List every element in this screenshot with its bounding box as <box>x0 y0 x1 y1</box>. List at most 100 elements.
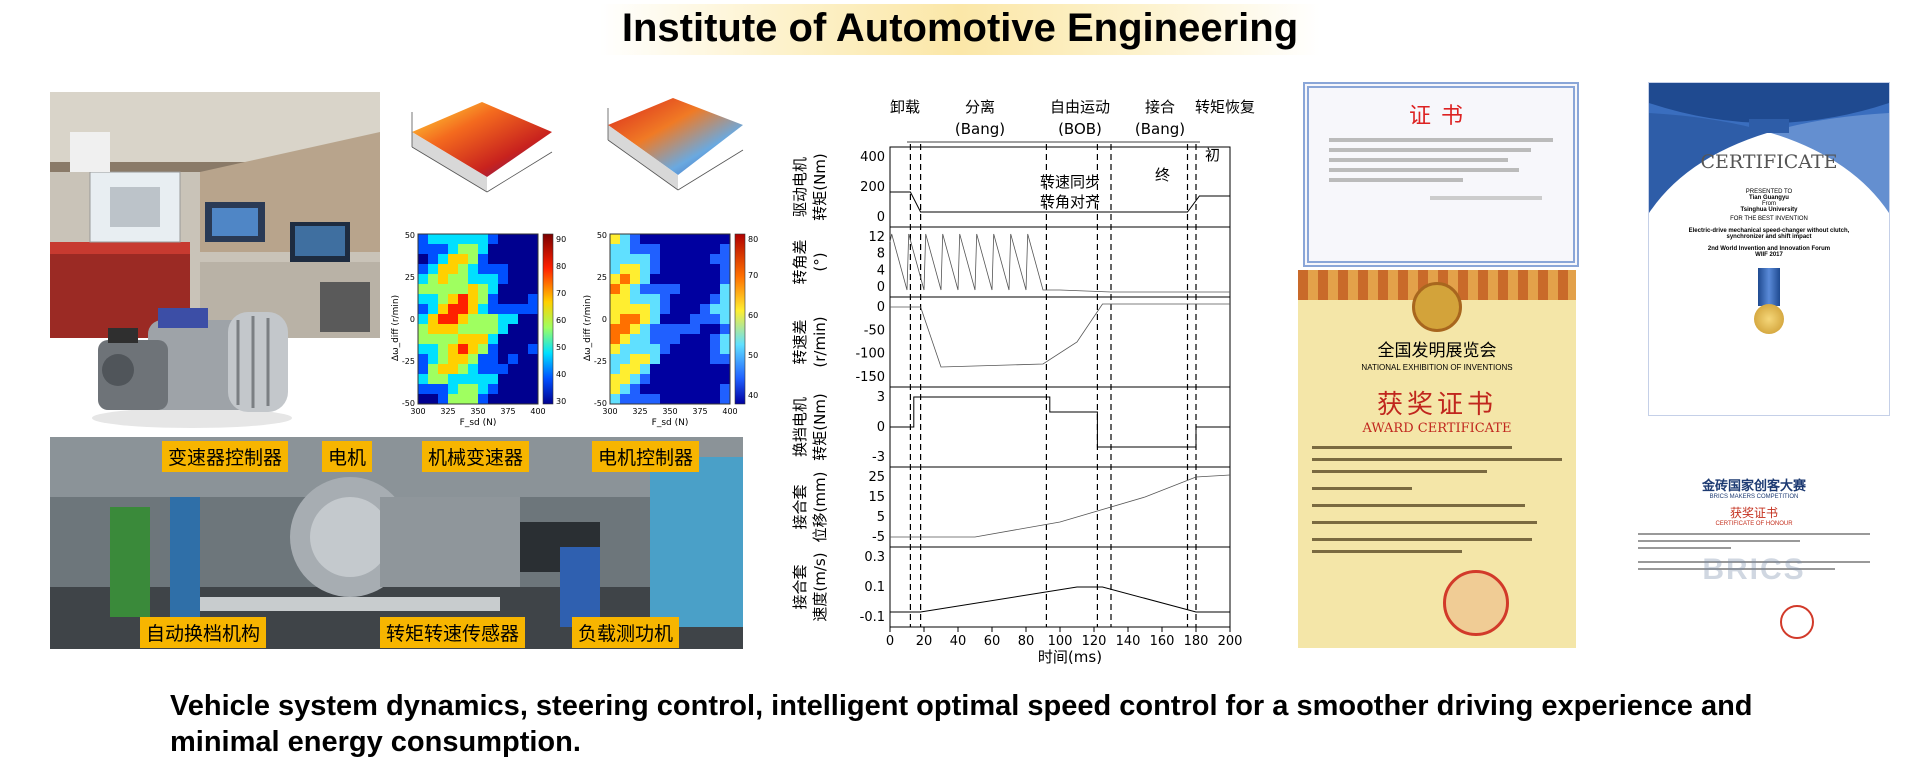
heatmap-cell <box>690 234 701 245</box>
heatmap-cell <box>488 314 499 325</box>
heatmap-cell <box>468 364 479 375</box>
heatmap-cell <box>428 374 439 385</box>
certificate-4-title-en: BRICS MAKERS COMPETITION <box>1709 494 1799 500</box>
heatmap-cell <box>650 294 661 305</box>
certificate-1-title: 证书 <box>1408 104 1473 129</box>
timing-panel-frame <box>889 296 1231 388</box>
heatmap-cell <box>660 364 671 375</box>
heatmap-cell <box>418 244 429 255</box>
heatmap-cell <box>650 314 661 325</box>
heatmap-cell <box>720 324 731 335</box>
trace-drive-torque <box>890 191 1230 213</box>
heatmap-cell <box>630 344 641 355</box>
heatmap-cell <box>670 284 681 295</box>
heatmap-cell <box>418 364 429 375</box>
heatmap-cell <box>650 264 661 275</box>
timing-ytick: 0 <box>877 300 885 315</box>
heatmap-cell <box>700 334 711 345</box>
heatmap-cell <box>660 284 671 295</box>
heatmap-left-xtick: 325 <box>440 407 455 416</box>
heatmap-cell <box>478 394 489 405</box>
heatmap-cell <box>438 304 449 315</box>
heatmap-cell <box>438 244 449 255</box>
heatmap-cell <box>640 364 651 375</box>
heatmap-cell <box>438 394 449 405</box>
heatmap-cell <box>518 354 529 365</box>
heatmap-cell <box>458 354 469 365</box>
certificate-2-emblem-icon <box>1412 282 1462 332</box>
timing-ytick: -50 <box>864 323 885 338</box>
heatmap-cell <box>528 354 539 365</box>
phase-unload: 卸载 <box>890 98 920 116</box>
exhibition-photo-graphic <box>50 92 380 338</box>
heatmap-cell <box>670 364 681 375</box>
trace-speed-diff <box>890 303 1230 368</box>
heatmap-cell <box>690 314 701 325</box>
heatmap-cell <box>468 304 479 315</box>
heatmap-cell <box>680 294 691 305</box>
timing-panel-ylabel-unit: 位移(mm) <box>811 472 829 543</box>
heatmap-cell <box>680 364 691 375</box>
heatmap-cell <box>640 264 651 275</box>
heatmap-cell <box>418 354 429 365</box>
heatmap-cell <box>700 284 711 295</box>
heatmap-cell <box>488 364 499 375</box>
timing-panel-ylabel: 转角差 <box>791 239 809 284</box>
heatmap-cell <box>428 304 439 315</box>
heatmap-cell <box>428 244 439 255</box>
certificate-3-forum-sub: WIIF 2017 <box>1755 252 1783 258</box>
heatmap-right-cells <box>610 234 731 405</box>
heatmap-cell <box>690 274 701 285</box>
heatmap-left-ylabel: Δω_diff (r/min) <box>391 295 401 361</box>
heatmap-cell <box>690 254 701 265</box>
heatmap-cell <box>468 274 479 285</box>
heatmap-cell <box>468 234 479 245</box>
heatmap-cell <box>620 354 631 365</box>
heatmap-cell <box>640 254 651 265</box>
certificate-3-invention: Electric-drive mechanical speed-changer … <box>1688 228 1850 240</box>
heatmap-cell <box>438 354 449 365</box>
heatmap-cell <box>700 344 711 355</box>
heatmap-cell <box>488 324 499 335</box>
heatmap-cell <box>700 394 711 405</box>
heatmap-cell <box>458 384 469 395</box>
heatmap-cell <box>498 244 509 255</box>
certificate-4-seal-icon <box>1780 605 1814 639</box>
heatmap-cell <box>518 294 529 305</box>
heatmap-cell <box>528 254 539 265</box>
heatmap-cell <box>478 234 489 245</box>
heatmap-cell <box>528 274 539 285</box>
heatmap-left-ytick: 50 <box>405 231 415 240</box>
heatmap-cell <box>508 254 519 265</box>
surface-plot-1 <box>392 92 567 212</box>
timing-ytick: -150 <box>855 370 885 385</box>
heatmap-cell <box>488 374 499 385</box>
heatmap-cell <box>478 284 489 295</box>
heatmap-cell <box>508 344 519 355</box>
heatmap-cell <box>710 344 721 355</box>
heatmap-cell <box>660 294 671 305</box>
timing-ytick: 0.1 <box>864 580 885 595</box>
heatmap-cell <box>438 284 449 295</box>
heatmap-right-ytick: -25 <box>594 357 607 366</box>
heatmap-cell <box>508 304 519 315</box>
trace-sleeve-displacement <box>890 474 1231 538</box>
heatmap-cell <box>630 284 641 295</box>
heatmap-cell <box>640 374 651 385</box>
heatmap-cell <box>620 304 631 315</box>
heatmap-cell <box>418 314 429 325</box>
heatmap-cell <box>518 384 529 395</box>
heatmap-cell <box>620 314 631 325</box>
caption: Vehicle system dynamics, steering contro… <box>170 690 1753 758</box>
transmission-render <box>78 300 306 430</box>
heatmap-cell <box>640 304 651 315</box>
heatmap-cell <box>498 274 509 285</box>
timing-xtick: 20 <box>916 634 933 649</box>
heatmap-cell <box>458 274 469 285</box>
heatmap-cell <box>518 274 529 285</box>
timing-panel-ylabel: 接合套 <box>791 564 809 609</box>
test-bench-graphic <box>50 437 743 649</box>
heatmap-right-cbar-tick: 40 <box>748 391 758 400</box>
heatmap-right: Δω_diff (r/min) 50 25 0 -25 -50 300 325 … <box>580 228 780 428</box>
heatmap-cell <box>720 284 731 295</box>
